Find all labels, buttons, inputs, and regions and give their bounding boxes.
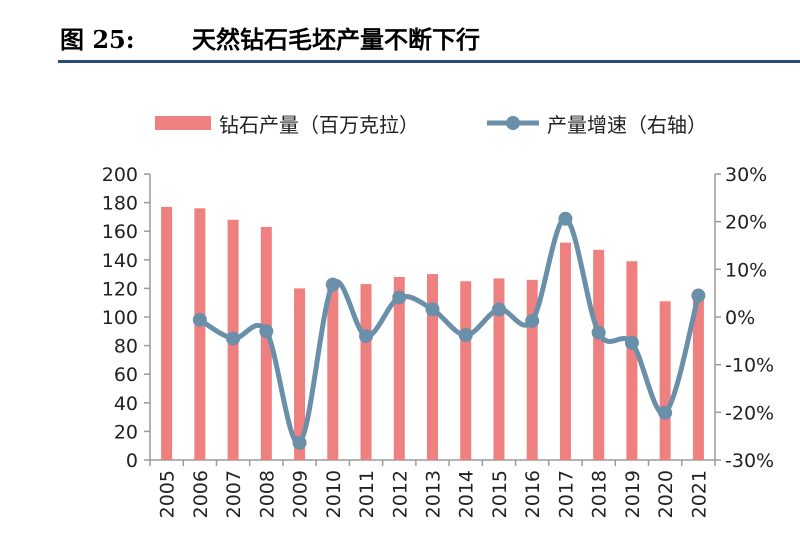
bar [360, 284, 372, 460]
x-tick-label: 2015 [489, 470, 511, 518]
left-tick-label: 100 [102, 307, 138, 329]
bar [194, 208, 206, 460]
left-tick-label: 120 [102, 278, 138, 300]
x-tick-label: 2010 [323, 470, 345, 518]
x-tick-label: 2017 [555, 470, 577, 518]
right-tick-label: -10% [725, 355, 774, 377]
left-tick-label: 60 [114, 364, 138, 386]
growth-point [458, 328, 473, 343]
right-tick-label: 0% [725, 307, 755, 329]
legend-label-line: 产量增速（右轴） [547, 112, 707, 137]
left-tick-label: 200 [102, 164, 138, 186]
growth-point [226, 331, 241, 346]
growth-point [359, 329, 374, 344]
bar [460, 281, 472, 460]
left-tick-label: 80 [114, 336, 138, 358]
bar [559, 242, 571, 460]
growth-point [392, 290, 407, 305]
bar [260, 226, 272, 460]
right-tick-label: -20% [725, 402, 774, 424]
growth-line [197, 216, 701, 446]
bar [393, 276, 405, 460]
legend-label-bar: 钻石产量（百万克拉） [219, 112, 419, 137]
left-tick-label: 180 [102, 193, 138, 215]
right-tick-label: 30% [725, 164, 767, 186]
growth-point [259, 324, 274, 339]
x-tick-label: 2019 [622, 470, 644, 518]
x-tick-label: 2007 [223, 470, 245, 518]
growth-point [658, 405, 673, 420]
x-tick-label: 2016 [522, 470, 544, 518]
bar [626, 261, 638, 460]
left-tick-label: 40 [114, 393, 138, 415]
bar [161, 206, 173, 460]
growth-point [192, 312, 207, 327]
growth-point [591, 325, 606, 340]
x-tick-label: 2012 [389, 470, 411, 518]
figure-header: 图 25: 天然钻石毛坯产量不断下行 [60, 16, 800, 54]
chart-legend: 钻石产量（百万克拉） 产量增速（右轴） [155, 108, 775, 138]
bar [526, 279, 538, 460]
growth-point [425, 302, 440, 317]
bar [294, 288, 306, 460]
growth-point [525, 313, 540, 328]
x-tick-label: 2020 [655, 470, 677, 518]
growth-point [624, 335, 639, 350]
bar [593, 249, 605, 460]
x-tick-label: 2005 [157, 470, 179, 518]
header-rule [58, 60, 800, 63]
x-tick-label: 2018 [589, 470, 611, 518]
bar [493, 278, 505, 460]
x-tick-label: 2009 [290, 470, 312, 518]
bar [427, 274, 438, 460]
x-tick-label: 2014 [456, 470, 478, 518]
x-tick-label: 2008 [256, 470, 278, 518]
figure-title: 天然钻石毛坯产量不断下行 [192, 26, 480, 54]
growth-point [292, 435, 307, 450]
right-tick-label: -30% [725, 450, 774, 472]
growth-point [691, 288, 706, 303]
left-tick-label: 160 [102, 221, 138, 243]
bar [692, 294, 704, 460]
legend-bar-swatch [155, 116, 211, 130]
growth-point [558, 211, 573, 226]
legend-item-line: 产量增速（右轴） [485, 108, 707, 138]
growth-point [491, 302, 506, 317]
figure-label: 图 25: [60, 25, 135, 54]
x-tick-label: 2011 [356, 470, 378, 518]
bar [659, 301, 671, 460]
x-tick-label: 2021 [688, 470, 710, 518]
left-tick-label: 20 [114, 421, 138, 443]
x-tick-label: 2013 [423, 470, 445, 518]
left-tick-label: 0 [126, 450, 138, 472]
legend-line-swatch [487, 116, 539, 130]
bar [327, 282, 339, 460]
right-tick-label: 10% [725, 259, 767, 281]
x-tick-label: 2006 [190, 470, 212, 518]
legend-item-bar: 钻石产量（百万克拉） [155, 108, 419, 138]
growth-point [325, 277, 340, 292]
right-tick-label: 20% [725, 212, 767, 234]
left-tick-label: 140 [102, 250, 138, 272]
